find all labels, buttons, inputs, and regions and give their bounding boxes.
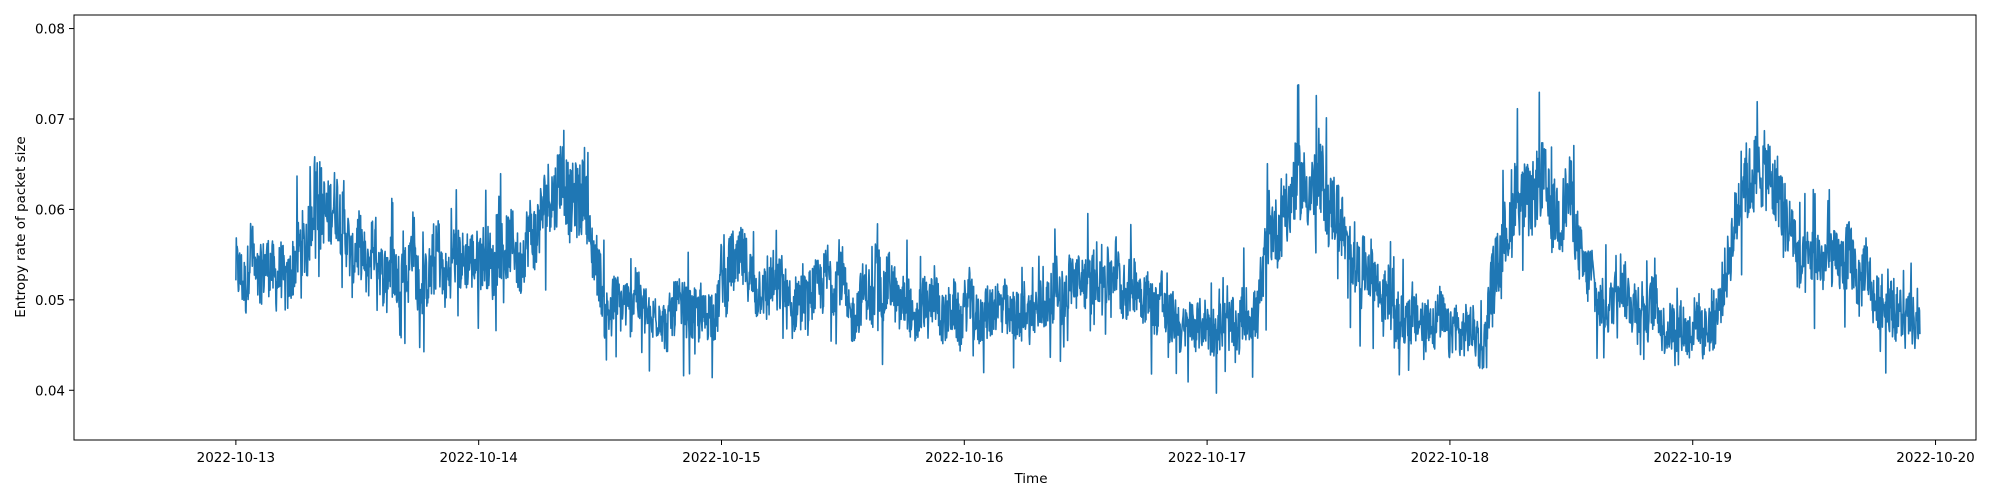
y-axis: 0.04 0.05 0.06 0.07 0.08 <box>35 22 74 399</box>
series-layer <box>235 84 1921 394</box>
x-tick-label: 2022-10-17 <box>1168 450 1246 466</box>
series-line <box>235 84 1921 394</box>
x-tick-label: 2022-10-18 <box>1411 450 1489 466</box>
x-tick-label: 2022-10-19 <box>1653 450 1731 466</box>
y-tick-label: 0.06 <box>35 202 65 218</box>
y-tick-label: 0.07 <box>35 112 65 128</box>
plot-frame <box>73 14 1977 441</box>
x-tick-label: 2022-10-20 <box>1896 450 1974 466</box>
y-axis-title: Entropy rate of packet size <box>13 136 29 317</box>
x-axis: 2022-10-13 2022-10-14 2022-10-15 2022-10-16… <box>197 440 1975 466</box>
x-tick-label: 2022-10-13 <box>197 450 275 466</box>
x-tick-label: 2022-10-15 <box>682 450 760 466</box>
y-tick-label: 0.08 <box>35 22 65 38</box>
x-tick-label: 2022-10-14 <box>439 450 517 466</box>
y-tick-label: 0.05 <box>35 293 65 309</box>
x-axis-title: Time <box>1013 471 1047 487</box>
x-tick-label: 2022-10-16 <box>925 450 1003 466</box>
y-tick-label: 0.04 <box>35 383 65 399</box>
